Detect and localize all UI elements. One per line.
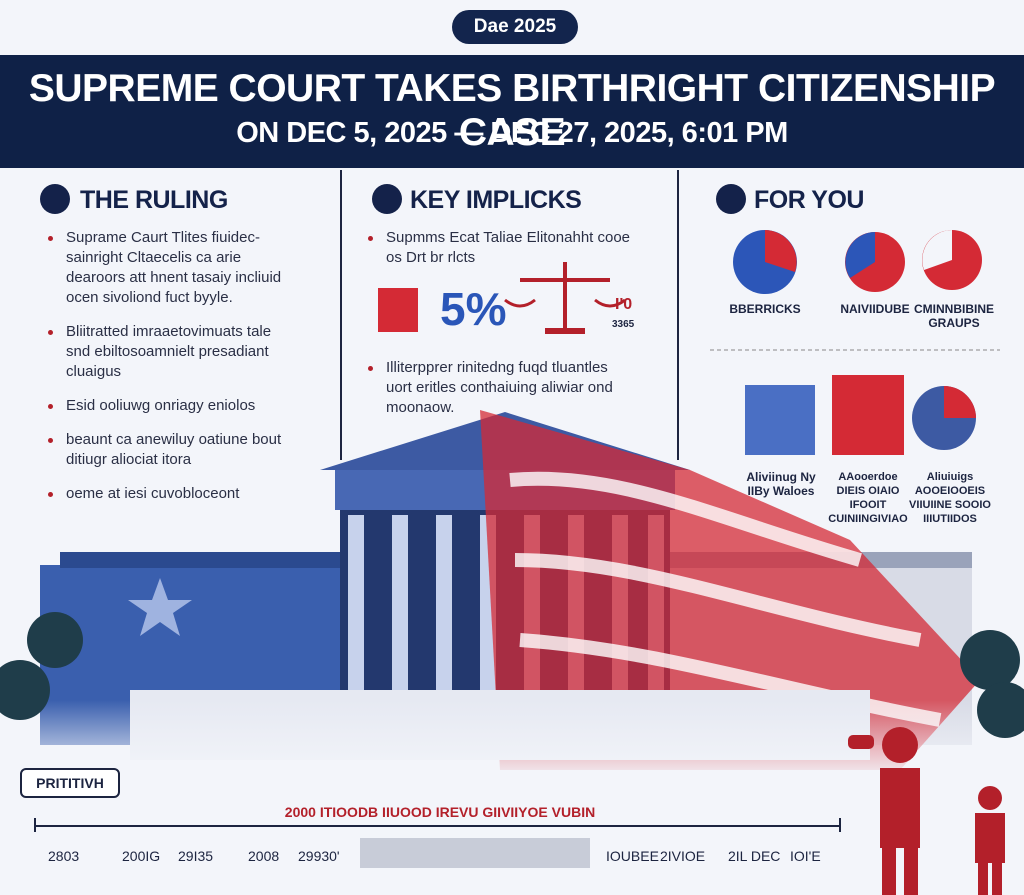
for-you-label: Aliuiuigs AOOEIOOEIS VIIUIINE SOOIO IIIU… [909, 471, 991, 525]
bullet: Suprame Caurt Tlites fiuidec- sainright … [48, 228, 288, 308]
bullet: oeme at iesi cuvobloceont [48, 484, 288, 504]
icon [716, 184, 746, 214]
icon [372, 184, 402, 214]
timeline-tick: 200IG [122, 848, 161, 864]
timeline-tick: IOUBEE [606, 848, 659, 864]
implicks-art [378, 262, 626, 334]
for-you-label: NAIVIIDUBE [840, 302, 910, 316]
bullet-list: Supmms Ecat Taliae Elitonahht cooe os Dr… [368, 228, 633, 432]
title: SUPREME COURT TAKES BIRTHRIGHT CITIZENSH… [28, 67, 996, 154]
for-you-label: AAooerdoe DIEIS OIAIO IFOOIT CUINIINGIVI… [828, 471, 908, 525]
column-heading: THE RULING [80, 186, 228, 214]
timeline-tick: IOI'E [790, 848, 821, 864]
timeline-badge: PRITITIVH [20, 768, 120, 798]
bullet: beaunt ca anewiluy oatiune bout ditiugr … [48, 430, 288, 470]
column-heading: KEY IMPLICKS [410, 186, 582, 214]
trees [0, 612, 1024, 738]
divider [340, 170, 342, 460]
people [848, 727, 1005, 895]
timeline-tick: 2008 [248, 848, 280, 864]
banner: SUPREME COURT TAKES BIRTHRIGHT CITIZENSH… [0, 55, 1024, 168]
timeline-tick: 29930' [298, 848, 340, 864]
subtitle: ON DEC 5, 2025 — DEC 27, 2025, 6:01 PM [236, 117, 788, 149]
timeline-tick: 29I35 [178, 848, 214, 864]
star [128, 578, 192, 636]
side-label: 3365 [612, 319, 635, 330]
column-heading: FOR YOU [754, 186, 864, 214]
timeline-tick: 2IL DEC [728, 848, 781, 864]
date-badge: Dae 2025 [452, 10, 578, 44]
for-you-label: Aliviinug Ny IIBy Waloes [746, 470, 816, 498]
divider [677, 170, 679, 460]
stat: 5% [440, 283, 507, 335]
timeline-caption: 2000 ITIOODB IIUOOD IREVU GIIVIIYOE VUBI… [284, 804, 596, 820]
left-roof [60, 552, 340, 568]
timeline-art [34, 818, 841, 868]
bullet: Illiterpprer rinitedng fuqd tluantles uo… [368, 358, 633, 418]
for-you-label: CMINNBIBINE GRAUPS [914, 302, 994, 330]
timeline-tick: 2803 [48, 848, 80, 864]
for-you-icons [710, 230, 1000, 455]
bullet: Supmms Ecat Taliae Elitonahht cooe os Dr… [368, 228, 633, 268]
bullet-list: Suprame Caurt Tlites fiuidec- sainright … [48, 228, 288, 518]
bullet: Esid ooliuwg onriagy eniolos [48, 396, 288, 416]
timeline-tick: 2IVIOE [660, 848, 706, 864]
icon [40, 184, 70, 214]
side-label: I'0 [615, 296, 633, 313]
for-you-label: BBERRICKS [729, 302, 801, 316]
bullet: Bliitratted imraaetovimuats tale snd ebi… [48, 322, 288, 382]
